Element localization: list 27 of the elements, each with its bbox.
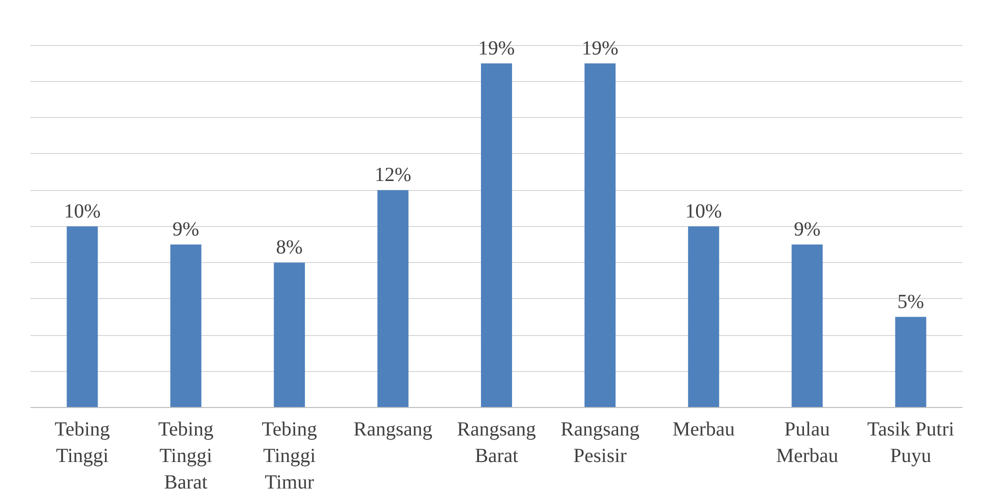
bar: [170, 244, 202, 408]
bar: [584, 63, 616, 408]
data-label: 9%: [794, 218, 821, 240]
data-label: 10%: [685, 200, 722, 222]
x-tick-label: Rangsang Pesisir: [560, 418, 640, 467]
x-tick-label: Rangsang: [354, 418, 432, 440]
x-tick-label: Tasik Putri Puyu: [867, 418, 955, 467]
data-label: 12%: [374, 164, 412, 186]
bar: [377, 190, 408, 408]
bar: [895, 316, 926, 408]
x-tick-label: Rangsang Barat: [457, 418, 536, 467]
data-label: 5%: [897, 290, 924, 313]
bar: [274, 262, 305, 408]
data-label: 8%: [276, 236, 303, 259]
data-label: 9%: [172, 218, 200, 240]
x-tick-label: Tebing Tinggi: [54, 418, 110, 467]
bar: [688, 226, 720, 408]
x-tick-label: Tebing Tinggi Barat: [158, 418, 214, 494]
data-label: 10%: [64, 200, 101, 222]
x-tick-label: Tebing Tinggi Timur: [262, 418, 318, 494]
bar: [66, 226, 98, 408]
bar: [480, 63, 512, 408]
data-label: 19%: [478, 37, 515, 60]
bar: [792, 244, 823, 408]
data-label: 19%: [582, 37, 618, 60]
x-tick-label: Merbau: [672, 418, 735, 440]
x-tick-label: Pulau Merbau: [776, 418, 838, 467]
